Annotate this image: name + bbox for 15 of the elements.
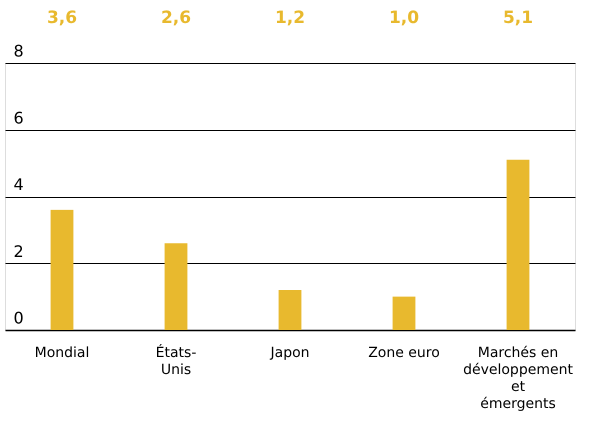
data-label: 3,6 [46, 8, 78, 28]
data-label: 2,6 [160, 8, 192, 28]
x-tick-label: Mondial [34, 345, 90, 361]
x-tick-label: Marchés en développement et émergents [463, 345, 574, 412]
x-tick-label: États-Unis [156, 344, 196, 378]
y-tick-label: 2 [14, 242, 24, 261]
y-tick-label: 4 [14, 175, 24, 194]
x-tick-label: Zone euro [368, 345, 440, 361]
y-tick-label: 0 [14, 308, 24, 328]
y-tick-label: 8 [14, 42, 24, 60]
x-tick-label: Japon [269, 345, 310, 361]
data-label: 5,1 [502, 8, 534, 28]
y-tick-label: 6 [14, 108, 24, 128]
data-label: 1,0 [388, 8, 420, 28]
data-label: 1,2 [274, 8, 306, 28]
